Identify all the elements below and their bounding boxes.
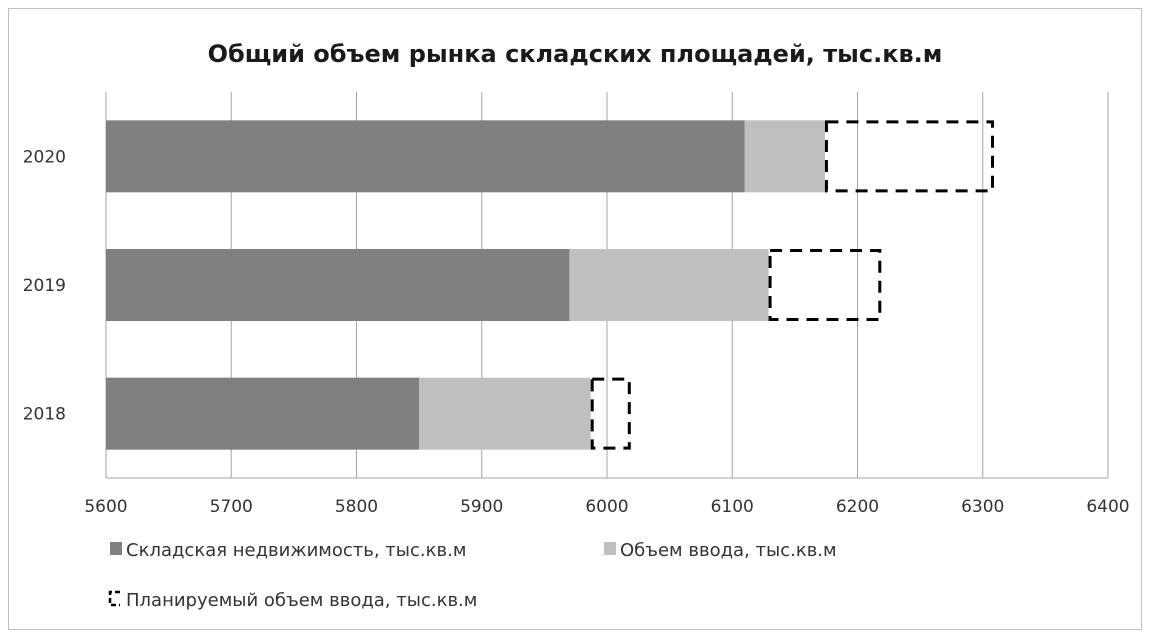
legend: Складская недвижимость, тыс.кв.м Объем вв… [108,540,837,611]
x-tick-label-5700: 5700 [210,497,253,517]
bar-2019-series-2 [768,249,882,321]
bar-2019-series-1 [569,249,769,321]
x-tick-label-5600: 5600 [84,497,127,517]
chart-title: Общий объем рынка складских площадей, ты… [207,40,943,68]
axes: 5600 5700 5800 5900 6000 6100 6200 6300 6400 2018… [23,147,1130,517]
legend-swatch-0 [110,542,122,555]
y-tick-label-2020: 2020 [23,147,66,167]
x-tick-label-6200: 6200 [836,497,879,517]
legend-label-2: Планируемый объем ввода, тыс.кв.м [126,590,477,611]
bar-2018-series-1 [419,377,591,450]
bar-2018-series-2 [590,377,631,450]
bar-2019-series-0 [106,249,570,321]
legend-swatch-1 [604,542,616,555]
x-tick-label-5800: 5800 [335,497,378,517]
bar-2020-series-0 [106,120,745,193]
x-tick-label-6100: 6100 [711,497,754,517]
x-tick-label-5900: 5900 [460,497,503,517]
legend-label-1: Объем ввода, тыс.кв.м [620,540,837,561]
x-tick-label-6300: 6300 [961,497,1004,517]
legend-label-0: Складская недвижимость, тыс.кв.м [126,540,466,561]
bar-2018-series-0 [106,377,420,450]
bar-2020-series-2 [824,120,995,193]
bars [106,120,995,450]
x-tick-label-6400: 6400 [1086,497,1129,517]
y-tick-label-2019: 2019 [23,276,66,296]
x-tick-label-6000: 6000 [585,497,628,517]
bar-2020-series-1 [744,120,825,193]
legend-swatch-2 [108,590,120,607]
y-tick-label-2018: 2018 [23,405,66,425]
